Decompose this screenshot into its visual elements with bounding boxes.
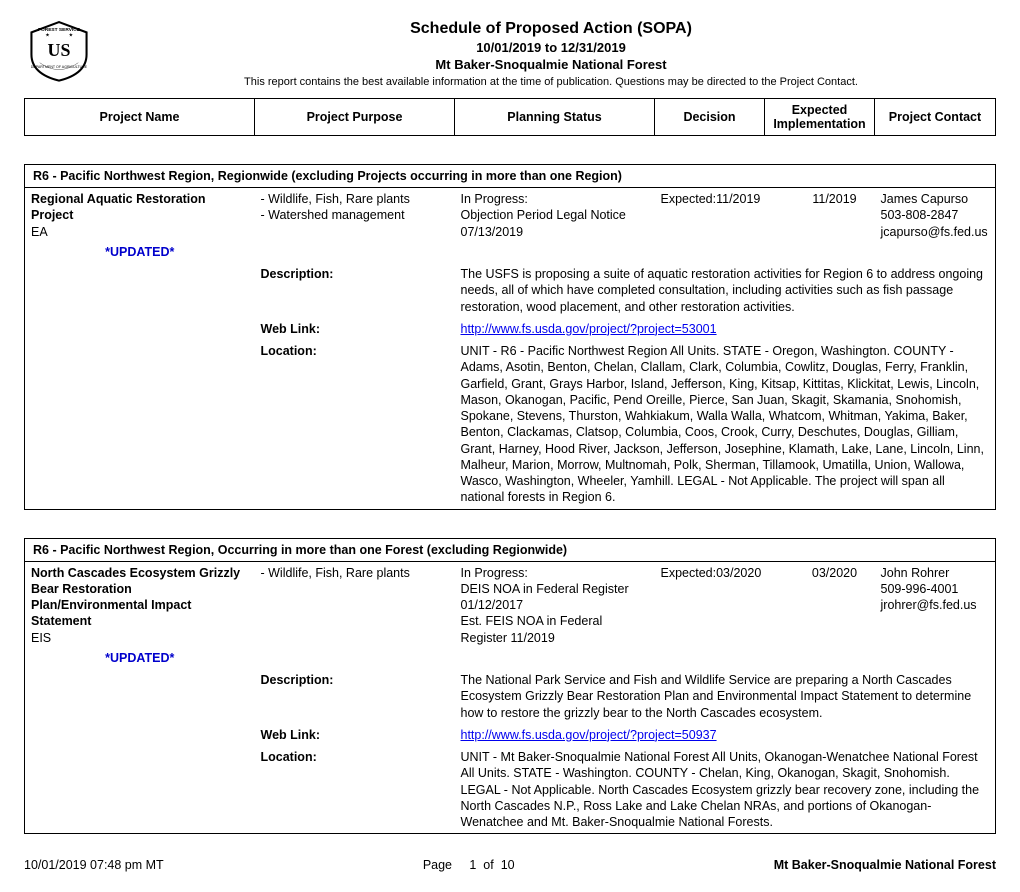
- report-forest: Mt Baker-Snoqualmie National Forest: [106, 57, 996, 72]
- project-name: Regional Aquatic Restoration Project: [31, 192, 206, 222]
- updated-flag: *UPDATED*: [31, 244, 249, 260]
- page-total: 10: [501, 858, 515, 872]
- svg-text:FOREST SERVICE: FOREST SERVICE: [38, 27, 81, 33]
- project-purpose: - Wildlife, Fish, Rare plants: [255, 562, 455, 670]
- weblink-label: Web Link:: [255, 724, 455, 746]
- section-heading: R6 - Pacific Northwest Region, Occurring…: [24, 538, 996, 562]
- footer-forest: Mt Baker-Snoqualmie National Forest: [774, 858, 996, 872]
- project-name: North Cascades Ecosystem Grizzly Bear Re…: [31, 566, 240, 629]
- report-header: FOREST SERVICE US DEPARTMENT OF AGRICULT…: [24, 20, 996, 94]
- project-weblink[interactable]: http://www.fs.usda.gov/project/?project=…: [461, 322, 717, 336]
- contact-name: John Rohrer: [881, 566, 950, 580]
- contact-phone: 509-996-4001: [881, 582, 959, 596]
- project-doc-type: EA: [31, 225, 48, 239]
- project-implementation: 11/2019: [795, 188, 875, 263]
- project-purpose: - Wildlife, Fish, Rare plants - Watershe…: [255, 188, 455, 263]
- col-project-purpose: Project Purpose: [255, 99, 455, 136]
- project-weblink[interactable]: http://www.fs.usda.gov/project/?project=…: [461, 728, 717, 742]
- col-contact: Project Contact: [875, 99, 996, 136]
- project-location: UNIT - Mt Baker-Snoqualmie National Fore…: [455, 746, 996, 834]
- project-doc-type: EIS: [31, 631, 51, 645]
- col-decision: Decision: [655, 99, 765, 136]
- project-block: North Cascades Ecosystem Grizzly Bear Re…: [24, 562, 996, 835]
- page-footer: 10/01/2019 07:48 pm MT Page 1 of 10 Mt B…: [24, 858, 996, 872]
- footer-timestamp: 10/01/2019 07:48 pm MT: [24, 858, 164, 872]
- contact-phone: 503-808-2847: [881, 208, 959, 222]
- section-heading: R6 - Pacific Northwest Region, Regionwid…: [24, 164, 996, 188]
- contact-name: James Capurso: [881, 192, 969, 206]
- updated-flag: *UPDATED*: [31, 650, 249, 666]
- report-disclaimer: This report contains the best available …: [106, 76, 996, 88]
- col-implementation: Expected Implementation: [765, 99, 875, 136]
- project-description: The USFS is proposing a suite of aquatic…: [455, 263, 996, 318]
- page-current: 1: [469, 858, 476, 872]
- project-implementation: 03/2020: [795, 562, 875, 670]
- svg-text:US: US: [48, 40, 71, 60]
- project-decision: Expected:11/2019: [655, 188, 795, 263]
- project-status: In Progress: Objection Period Legal Noti…: [455, 188, 655, 263]
- project-decision: Expected:03/2020: [655, 562, 795, 670]
- project-block: Regional Aquatic Restoration Project EA …: [24, 188, 996, 510]
- col-planning-status: Planning Status: [455, 99, 655, 136]
- description-label: Description:: [255, 669, 455, 724]
- project-status: In Progress: DEIS NOA in Federal Registe…: [455, 562, 655, 670]
- page-label: Page: [423, 858, 452, 872]
- project-description: The National Park Service and Fish and W…: [455, 669, 996, 724]
- contact-email: jrohrer@fs.fed.us: [881, 598, 977, 612]
- col-project-name: Project Name: [25, 99, 255, 136]
- contact-email: jcapurso@fs.fed.us: [881, 225, 988, 239]
- svg-text:★: ★: [69, 33, 74, 39]
- location-label: Location:: [255, 746, 455, 834]
- svg-text:DEPARTMENT OF AGRICULTURE: DEPARTMENT OF AGRICULTURE: [31, 65, 88, 69]
- project-location: UNIT - R6 - Pacific Northwest Region All…: [455, 340, 996, 509]
- location-label: Location:: [255, 340, 455, 509]
- forest-service-logo: FOREST SERVICE US DEPARTMENT OF AGRICULT…: [24, 20, 94, 82]
- description-label: Description:: [255, 263, 455, 318]
- weblink-label: Web Link:: [255, 318, 455, 340]
- page-of: of: [483, 858, 493, 872]
- svg-text:★: ★: [45, 33, 50, 39]
- column-header-table: Project Name Project Purpose Planning St…: [24, 98, 996, 136]
- report-date-range: 10/01/2019 to 12/31/2019: [106, 40, 996, 55]
- report-title: Schedule of Proposed Action (SOPA): [106, 20, 996, 38]
